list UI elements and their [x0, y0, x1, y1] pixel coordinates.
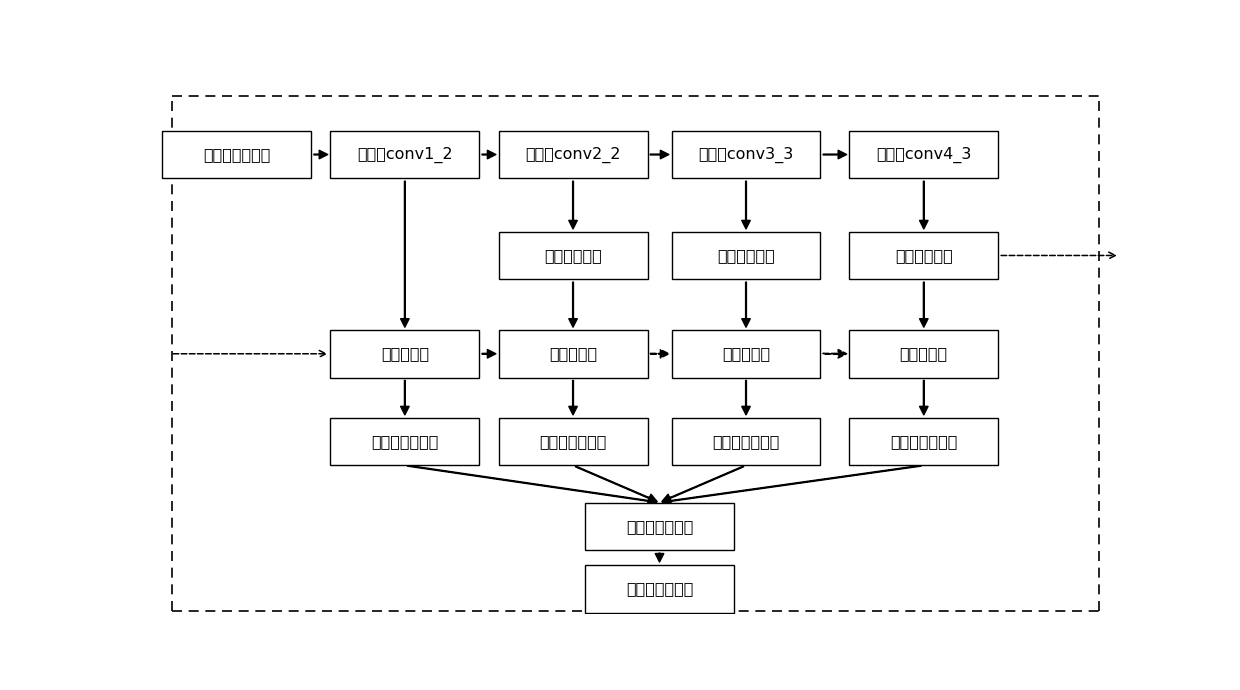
FancyArrowPatch shape: [575, 466, 657, 502]
FancyBboxPatch shape: [162, 130, 311, 179]
FancyBboxPatch shape: [672, 417, 821, 465]
Text: 卷积层conv3_3: 卷积层conv3_3: [698, 146, 794, 163]
FancyBboxPatch shape: [672, 130, 821, 179]
FancyBboxPatch shape: [672, 330, 821, 377]
FancyArrowPatch shape: [482, 150, 496, 159]
Text: 眼底图像输入层: 眼底图像输入层: [203, 147, 270, 162]
FancyArrowPatch shape: [823, 150, 847, 159]
Text: 第二非线性化层: 第二非线性化层: [539, 434, 606, 449]
FancyArrowPatch shape: [650, 350, 668, 358]
FancyBboxPatch shape: [498, 417, 647, 465]
FancyArrowPatch shape: [650, 150, 668, 159]
Text: 第二卷积层: 第二卷积层: [549, 346, 598, 362]
FancyArrowPatch shape: [920, 181, 928, 229]
Text: 第一卷积层: 第一卷积层: [381, 346, 429, 362]
Text: 卷积层conv1_2: 卷积层conv1_2: [357, 146, 453, 163]
FancyBboxPatch shape: [330, 130, 480, 179]
FancyBboxPatch shape: [849, 417, 998, 465]
Text: 第四上采样层: 第四上采样层: [895, 248, 952, 263]
FancyBboxPatch shape: [585, 564, 734, 613]
Text: 血管图像融合层: 血管图像融合层: [626, 519, 693, 534]
Text: 第一非线性化层: 第一非线性化层: [371, 434, 439, 449]
FancyArrowPatch shape: [742, 380, 750, 415]
FancyArrowPatch shape: [920, 282, 928, 327]
FancyArrowPatch shape: [569, 380, 577, 415]
FancyArrowPatch shape: [920, 380, 928, 415]
FancyBboxPatch shape: [498, 130, 647, 179]
FancyBboxPatch shape: [849, 232, 998, 279]
FancyArrowPatch shape: [408, 465, 657, 505]
FancyBboxPatch shape: [585, 502, 734, 551]
FancyArrowPatch shape: [742, 181, 750, 229]
Text: 卷积层conv2_2: 卷积层conv2_2: [526, 146, 621, 163]
Text: 卷积层conv4_3: 卷积层conv4_3: [877, 146, 971, 163]
FancyArrowPatch shape: [569, 282, 577, 327]
Text: 第四非线性化层: 第四非线性化层: [890, 434, 957, 449]
Text: 第三非线性化层: 第三非线性化层: [712, 434, 780, 449]
Text: 第四卷积层: 第四卷积层: [900, 346, 947, 362]
FancyBboxPatch shape: [498, 330, 647, 377]
FancyArrowPatch shape: [662, 465, 921, 505]
FancyArrowPatch shape: [401, 181, 409, 327]
FancyArrowPatch shape: [401, 380, 409, 415]
FancyBboxPatch shape: [849, 130, 998, 179]
FancyBboxPatch shape: [498, 232, 647, 279]
FancyBboxPatch shape: [849, 330, 998, 377]
FancyArrowPatch shape: [482, 350, 496, 358]
FancyArrowPatch shape: [823, 350, 847, 358]
FancyArrowPatch shape: [742, 282, 750, 327]
FancyBboxPatch shape: [330, 330, 480, 377]
FancyBboxPatch shape: [330, 417, 480, 465]
Text: 血管图像输出层: 血管图像输出层: [626, 581, 693, 596]
FancyArrowPatch shape: [656, 553, 663, 562]
FancyArrowPatch shape: [662, 466, 744, 502]
FancyArrowPatch shape: [314, 150, 327, 159]
FancyArrowPatch shape: [569, 181, 577, 229]
Text: 第二上采样层: 第二上采样层: [544, 248, 601, 263]
FancyBboxPatch shape: [672, 232, 821, 279]
Text: 第三卷积层: 第三卷积层: [722, 346, 770, 362]
Text: 第三上采样层: 第三上采样层: [717, 248, 775, 263]
